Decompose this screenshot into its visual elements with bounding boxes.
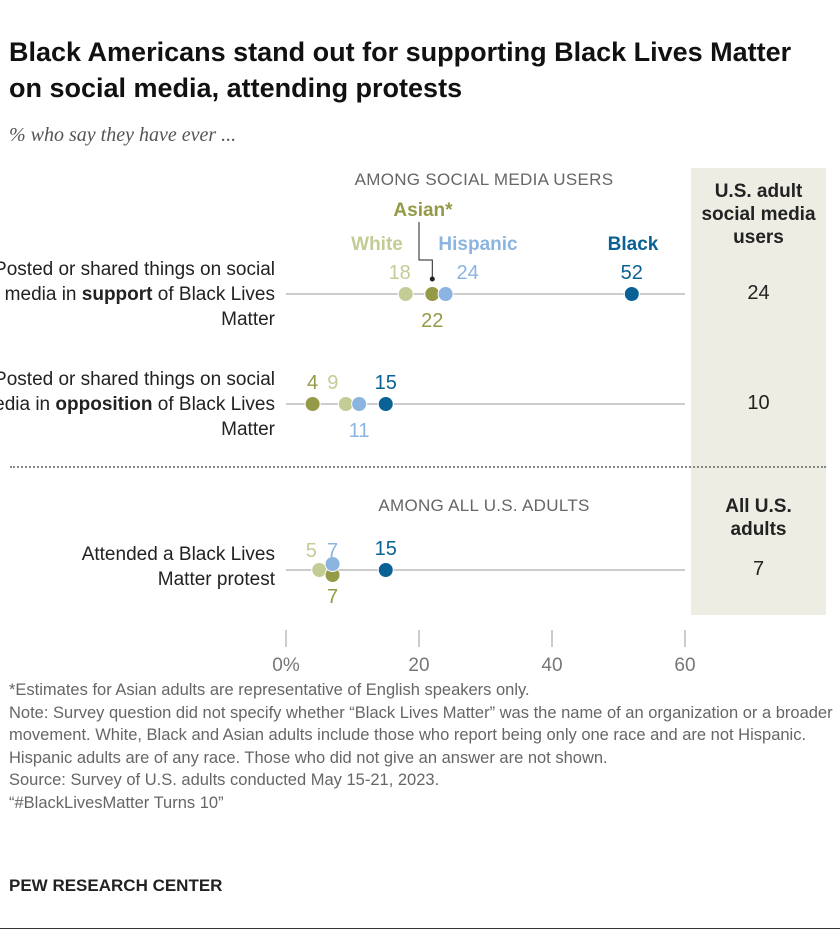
dot-white — [397, 286, 414, 302]
chart-subtitle: % who say they have ever ... — [9, 124, 237, 146]
value-label: 11 — [349, 420, 370, 442]
label-text: Posted or shared things on social media … — [0, 259, 275, 305]
value-label: 7 — [327, 586, 338, 608]
leader-dot — [429, 276, 435, 282]
brand-logo: PEW RESEARCH CENTER — [9, 876, 223, 895]
label-bold: support — [81, 284, 153, 305]
dot-white — [337, 396, 354, 412]
leader-line — [418, 222, 433, 279]
row-label-protest: Attended a Black Lives Matter protest — [75, 542, 275, 592]
value-label: 7 — [327, 540, 338, 562]
legend-label-hispanic: Hispanic — [438, 234, 518, 255]
dot-asian — [424, 286, 441, 302]
legend-label-black: Black — [608, 234, 659, 255]
row-label-support: Posted or shared things on social media … — [0, 257, 275, 332]
footnote-asian: *Estimates for Asian adults are represen… — [9, 681, 530, 699]
dot-hispanic — [324, 556, 341, 572]
dot-black — [377, 562, 394, 578]
chart-title: Black Americans stand out for supporting… — [9, 37, 792, 103]
x-tick-label: 40 — [541, 655, 562, 676]
section-label-all: AMONG ALL U.S. ADULTS — [378, 496, 590, 515]
total-support: 24 — [747, 282, 770, 304]
dot-hispanic — [351, 396, 368, 412]
dot-asian — [304, 396, 321, 412]
x-tick-label: 60 — [674, 655, 695, 676]
dot-black — [623, 286, 640, 302]
x-tick-label: 0% — [272, 655, 300, 676]
value-label: 18 — [389, 262, 411, 284]
value-label: 15 — [375, 538, 397, 560]
dot-black — [377, 396, 394, 412]
legend-label-white: White — [351, 234, 403, 255]
label-text: Attended a Black Lives Matter protest — [81, 544, 275, 590]
value-label: 5 — [306, 540, 317, 562]
panel-header-social: U.S. adult social media users — [701, 181, 816, 248]
notes: *Estimates for Asian adults are represen… — [9, 679, 839, 814]
dot-hispanic — [437, 286, 454, 302]
section-divider — [10, 466, 826, 468]
row-label-opposition: Posted or shared things on social media … — [0, 367, 275, 442]
value-label: 52 — [621, 262, 643, 284]
section-label-social: AMONG SOCIAL MEDIA USERS — [354, 170, 614, 189]
value-label: 4 — [307, 372, 318, 394]
label-bold: opposition — [55, 394, 153, 415]
total-opposition: 10 — [747, 392, 770, 414]
value-label: 9 — [327, 372, 338, 394]
dot-white — [311, 562, 328, 578]
legend-label-asian: Asian* — [393, 200, 453, 221]
total-protest: 7 — [752, 558, 765, 580]
bottom-rule — [0, 928, 840, 929]
panel-header-all: All U.S. adults — [725, 496, 792, 540]
report-title: “#BlackLivesMatter Turns 10” — [9, 793, 224, 812]
source: Source: Survey of U.S. adults conducted … — [9, 771, 440, 789]
label-text: of Black Lives Matter — [152, 284, 275, 330]
x-tick-label: 20 — [408, 655, 429, 676]
value-label: 24 — [456, 262, 478, 284]
label-text: of Black Lives Matter — [152, 394, 275, 440]
label-text: Posted or shared things on social media … — [0, 369, 275, 415]
note: Note: Survey question did not specify wh… — [9, 703, 833, 767]
totals-panel — [691, 168, 826, 615]
value-label: 22 — [421, 310, 443, 332]
value-label: 15 — [375, 372, 397, 394]
